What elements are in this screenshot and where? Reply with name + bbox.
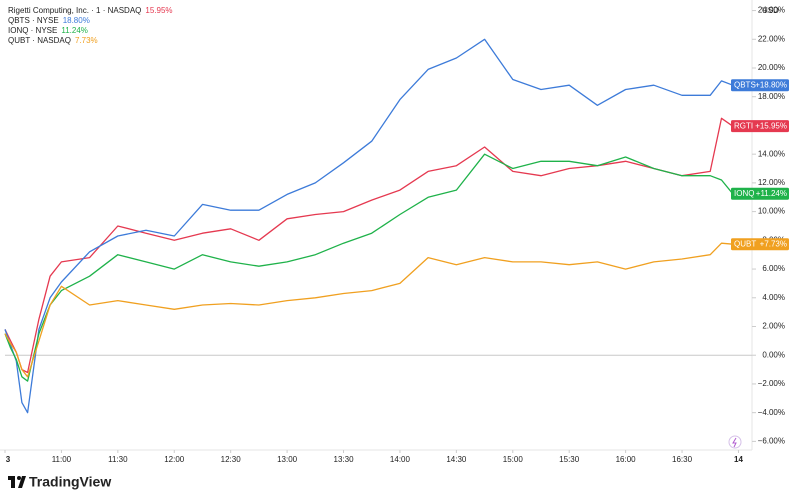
- brand-logo: [8, 476, 26, 488]
- lightning-glyph: [732, 437, 737, 448]
- series-line: [4, 117, 734, 374]
- x-tick-label: 14:00: [390, 455, 411, 464]
- y-tick-label: 22.00%: [758, 34, 785, 43]
- y-tick-label: 4.00%: [762, 293, 785, 302]
- price-tag: [731, 187, 789, 200]
- y-tick-label: 0.00%: [762, 350, 785, 359]
- x-tick-label: 16:30: [672, 455, 693, 464]
- x-tick-label: 14: [734, 455, 743, 464]
- tag-value: +15.95%: [755, 121, 787, 130]
- price-tag: [731, 79, 789, 92]
- tag-name: QUBT: [734, 239, 756, 248]
- price-tag: [731, 120, 789, 133]
- x-tick-label: 12:30: [221, 455, 242, 464]
- x-tick-label: 11:00: [52, 455, 72, 464]
- legend-entry[interactable]: Rigetti Computing, Inc. · 1 · NASDAQ: [8, 6, 141, 15]
- logo-stem: [11, 476, 15, 488]
- brand: TradingView: [29, 474, 111, 490]
- x-tick-label: 11:30: [108, 455, 128, 464]
- x-tick-label: 13:00: [277, 455, 298, 464]
- lightning-icon[interactable]: [728, 435, 742, 449]
- series-line: [4, 153, 734, 382]
- y-tick-label: 20.00%: [758, 63, 785, 72]
- y-tick-label: 14.00%: [758, 149, 785, 158]
- y-tick-label: 18.00%: [758, 92, 785, 101]
- legend-value: 18.80%: [63, 16, 90, 25]
- logo-slash: [18, 476, 26, 488]
- tag-value: +11.24%: [756, 189, 787, 198]
- tag-name: IONQ: [734, 189, 754, 198]
- tag-value: +18.80%: [755, 80, 787, 89]
- y-tick-label: 2.00%: [762, 322, 785, 331]
- tag-name: QBTS: [734, 80, 756, 89]
- series-line: [4, 242, 733, 378]
- y-tick-label: 12.00%: [758, 178, 785, 187]
- legend-value: 7.73%: [75, 36, 98, 45]
- y-tick-label: −4.00%: [758, 408, 785, 417]
- x-tick-label: 13:30: [334, 455, 355, 464]
- price-tag: [731, 238, 789, 251]
- x-tick-label: 15:00: [503, 455, 524, 464]
- x-tick-label: 15:30: [559, 455, 580, 464]
- legend-value: 15.95%: [145, 6, 172, 15]
- x-tick-label: 12:00: [164, 455, 185, 464]
- legend-entry[interactable]: QBTS · NYSE: [8, 16, 59, 25]
- x-tick-label: 16:00: [616, 455, 637, 464]
- legend-entry[interactable]: IONQ · NYSE: [8, 26, 57, 35]
- x-tick-label: 3: [6, 455, 11, 464]
- legend-value: 11.24%: [61, 26, 88, 35]
- y-tick-label: 24.00%: [758, 6, 785, 15]
- y-tick-label: 6.00%: [762, 264, 785, 273]
- logo-dot: [17, 476, 21, 480]
- tag-name: RGTI: [734, 121, 753, 130]
- x-tick-label: 14:30: [446, 455, 467, 464]
- currency: USD: [762, 6, 779, 15]
- y-tick-label: 10.00%: [758, 207, 785, 216]
- y-tick-label: −6.00%: [758, 436, 785, 445]
- y-tick-label: −2.00%: [758, 379, 785, 388]
- series-line: [4, 38, 734, 414]
- legend-entry[interactable]: QUBT · NASDAQ: [8, 36, 71, 45]
- tag-value: +7.73%: [760, 239, 787, 248]
